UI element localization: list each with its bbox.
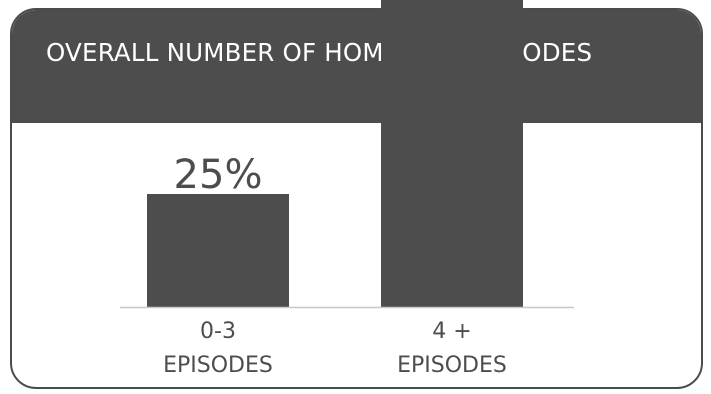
bar-1	[147, 194, 289, 307]
category-label-1-line-2: EPISODES	[163, 353, 273, 378]
chart-card: OVERALL NUMBER OF HOMELESS EPISODES	[10, 8, 703, 389]
bar-2	[381, 0, 523, 307]
category-label-2-line-1: 4 +	[432, 319, 471, 344]
bars-group	[147, 0, 523, 307]
bar-value-label-1: 25%	[174, 152, 263, 198]
labels-group: 25%0-3EPISODES75%4 +EPISODES	[163, 152, 507, 378]
category-label-2-line-2: EPISODES	[397, 353, 507, 378]
category-label-1-line-1: 0-3	[200, 319, 236, 344]
